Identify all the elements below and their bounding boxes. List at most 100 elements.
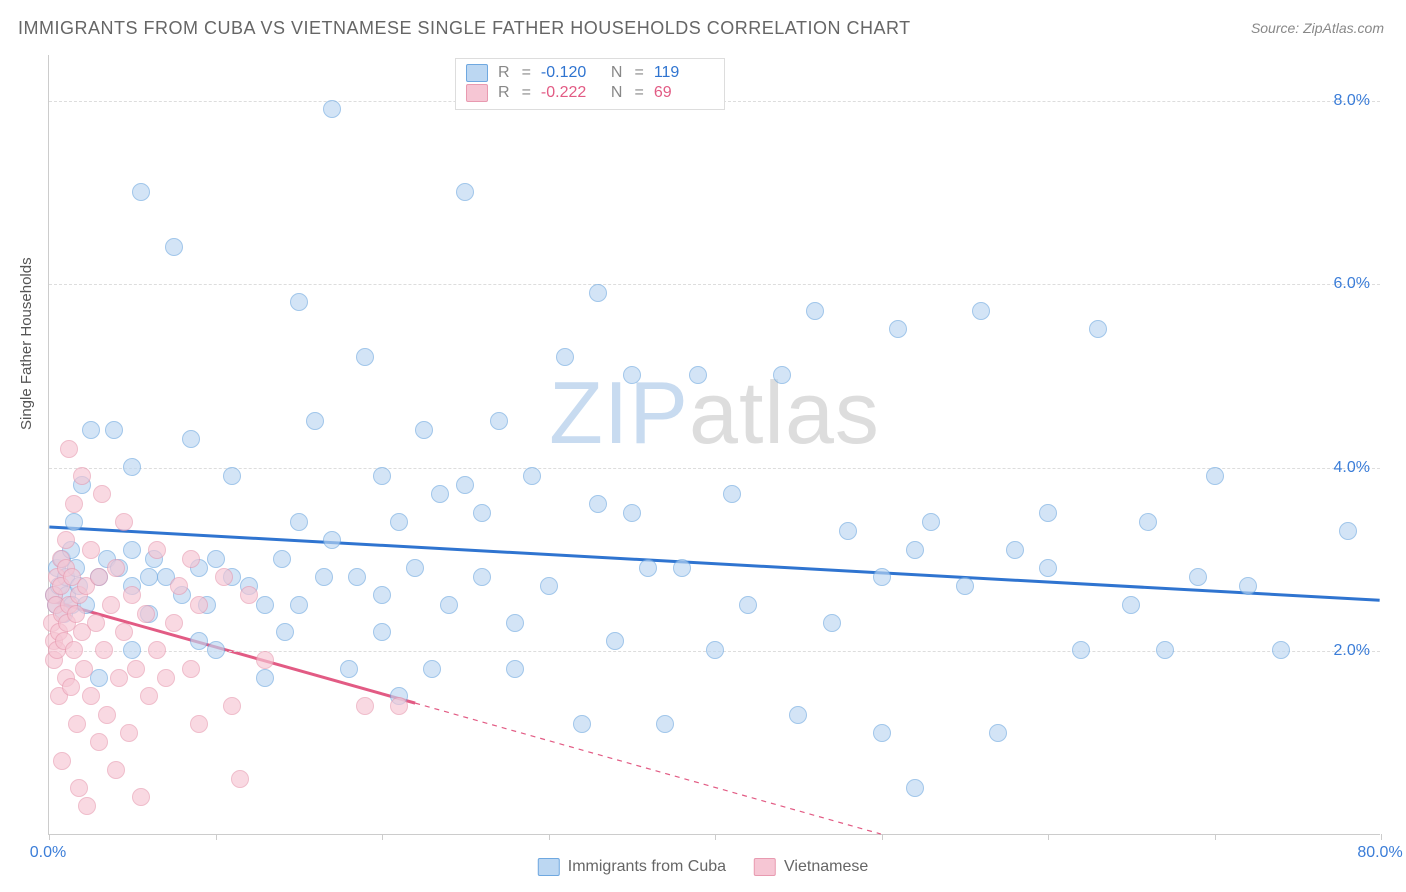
scatter-point-viet	[115, 623, 133, 641]
scatter-point-viet	[140, 687, 158, 705]
scatter-point-cuba	[573, 715, 591, 733]
scatter-point-cuba	[406, 559, 424, 577]
scatter-point-viet	[78, 797, 96, 815]
scatter-point-cuba	[323, 100, 341, 118]
source-link[interactable]: ZipAtlas.com	[1303, 20, 1384, 36]
scatter-point-cuba	[132, 183, 150, 201]
scatter-point-cuba	[123, 541, 141, 559]
x-tick	[715, 834, 716, 840]
scatter-point-viet	[62, 678, 80, 696]
scatter-point-cuba	[390, 513, 408, 531]
scatter-point-cuba	[706, 641, 724, 659]
scatter-point-cuba	[90, 669, 108, 687]
scatter-point-cuba	[1139, 513, 1157, 531]
stats-n-label: N	[611, 64, 623, 82]
scatter-point-cuba	[1039, 559, 1057, 577]
stats-legend: R = -0.120 N = 119 R = -0.222 N = 69	[455, 58, 725, 110]
gridline-h	[49, 284, 1380, 285]
swatch-cuba	[538, 858, 560, 876]
scatter-point-cuba	[823, 614, 841, 632]
scatter-point-cuba	[623, 366, 641, 384]
x-tick	[1048, 834, 1049, 840]
scatter-point-cuba	[140, 568, 158, 586]
x-tick	[1215, 834, 1216, 840]
y-tick-label: 2.0%	[1334, 642, 1370, 660]
source-prefix: Source:	[1251, 20, 1303, 36]
scatter-point-viet	[120, 724, 138, 742]
stats-r-cuba: -0.120	[541, 64, 601, 82]
scatter-point-cuba	[922, 513, 940, 531]
scatter-point-viet	[95, 641, 113, 659]
scatter-point-cuba	[340, 660, 358, 678]
scatter-point-cuba	[623, 504, 641, 522]
y-axis-label: Single Father Households	[18, 257, 35, 430]
scatter-point-cuba	[207, 641, 225, 659]
scatter-point-cuba	[276, 623, 294, 641]
scatter-point-viet	[231, 770, 249, 788]
eq-sign: =	[522, 84, 531, 102]
scatter-point-cuba	[223, 467, 241, 485]
watermark-zip: ZIP	[549, 363, 689, 462]
scatter-point-viet	[57, 531, 75, 549]
stats-r-viet: -0.222	[541, 84, 601, 102]
scatter-point-cuba	[323, 531, 341, 549]
scatter-point-cuba	[889, 320, 907, 338]
scatter-point-viet	[123, 586, 141, 604]
scatter-point-cuba	[523, 467, 541, 485]
scatter-point-cuba	[190, 632, 208, 650]
scatter-point-viet	[65, 495, 83, 513]
scatter-point-cuba	[290, 293, 308, 311]
scatter-point-cuba	[315, 568, 333, 586]
x-tick-label: 80.0%	[1357, 844, 1402, 862]
scatter-point-cuba	[506, 660, 524, 678]
scatter-point-cuba	[956, 577, 974, 595]
scatter-point-cuba	[656, 715, 674, 733]
scatter-point-cuba	[1089, 320, 1107, 338]
scatter-point-viet	[67, 605, 85, 623]
stats-legend-row-viet: R = -0.222 N = 69	[466, 83, 714, 103]
scatter-point-viet	[215, 568, 233, 586]
eq-sign: =	[522, 64, 531, 82]
scatter-point-cuba	[506, 614, 524, 632]
scatter-point-viet	[90, 568, 108, 586]
chart-plot-area: ZIPatlas 2.0%4.0%6.0%8.0%	[48, 55, 1380, 835]
scatter-point-cuba	[1339, 522, 1357, 540]
swatch-viet	[466, 84, 488, 102]
scatter-point-cuba	[1039, 504, 1057, 522]
scatter-point-viet	[75, 660, 93, 678]
scatter-point-cuba	[65, 513, 83, 531]
scatter-point-viet	[223, 697, 241, 715]
scatter-point-cuba	[473, 504, 491, 522]
scatter-point-viet	[60, 440, 78, 458]
stats-n-label: N	[611, 84, 623, 102]
scatter-point-cuba	[373, 586, 391, 604]
swatch-cuba	[466, 64, 488, 82]
source-attribution: Source: ZipAtlas.com	[1251, 20, 1384, 36]
scatter-point-cuba	[456, 183, 474, 201]
scatter-point-cuba	[689, 366, 707, 384]
scatter-point-cuba	[348, 568, 366, 586]
scatter-point-cuba	[182, 430, 200, 448]
scatter-point-viet	[93, 485, 111, 503]
y-tick-label: 4.0%	[1334, 459, 1370, 477]
scatter-point-cuba	[1072, 641, 1090, 659]
scatter-point-cuba	[473, 568, 491, 586]
scatter-point-viet	[107, 761, 125, 779]
scatter-point-cuba	[606, 632, 624, 650]
scatter-point-viet	[65, 641, 83, 659]
scatter-point-cuba	[256, 669, 274, 687]
scatter-point-cuba	[431, 485, 449, 503]
scatter-point-viet	[82, 541, 100, 559]
scatter-point-cuba	[972, 302, 990, 320]
scatter-point-cuba	[456, 476, 474, 494]
scatter-point-viet	[68, 715, 86, 733]
scatter-point-viet	[102, 596, 120, 614]
scatter-point-cuba	[589, 284, 607, 302]
scatter-point-viet	[53, 752, 71, 770]
scatter-point-cuba	[906, 779, 924, 797]
scatter-point-cuba	[1189, 568, 1207, 586]
scatter-point-cuba	[306, 412, 324, 430]
y-tick-label: 8.0%	[1334, 92, 1370, 110]
series-legend: Immigrants from Cuba Vietnamese	[538, 858, 868, 876]
swatch-viet	[754, 858, 776, 876]
